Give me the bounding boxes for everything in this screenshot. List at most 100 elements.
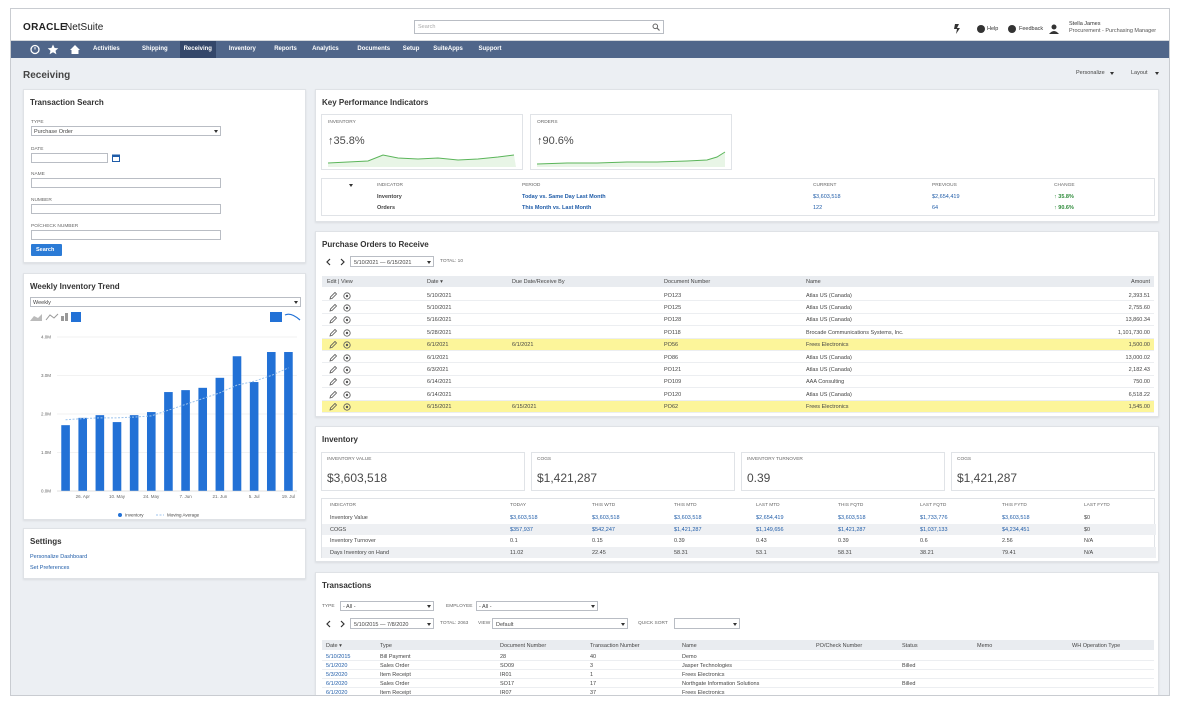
edit-view-icons[interactable]: [328, 377, 358, 387]
filter-label: TYPE: [322, 604, 335, 609]
pager-arrows[interactable]: [324, 257, 354, 267]
dropdown-caret: [591, 605, 595, 608]
edit-view-icons[interactable]: [328, 365, 358, 375]
icon-area: [30, 314, 42, 321]
view-icon: [343, 329, 351, 337]
table-cell[interactable]: 5/3/2020: [326, 672, 348, 678]
nav-item[interactable]: Support: [478, 46, 502, 52]
table-row: [322, 400, 1154, 413]
table-cell[interactable]: 5/10/2015: [326, 654, 351, 660]
nav-item[interactable]: Setup: [402, 46, 420, 52]
feedback-link[interactable]: Feedback: [1019, 26, 1044, 32]
edit-view-icons[interactable]: [328, 340, 358, 350]
edit-icon: [329, 403, 338, 411]
edit-view-icons[interactable]: [328, 315, 358, 325]
chart-type-icons[interactable]: [24, 310, 306, 324]
bar: [112, 422, 122, 491]
field-input[interactable]: Purchase Order: [31, 126, 221, 136]
table-cell[interactable]: 5/1/2020: [326, 663, 348, 669]
field-input[interactable]: [31, 204, 221, 214]
settings-link[interactable]: Personalize Dashboard: [30, 554, 88, 560]
table-cell: 3: [590, 663, 594, 669]
table-cell: 2,393.51: [1128, 292, 1150, 299]
table-cell: LAST MTD: [756, 503, 780, 508]
field-input[interactable]: [31, 153, 108, 163]
search-button[interactable]: Search: [31, 244, 62, 256]
layout-menu[interactable]: Layout: [1131, 70, 1148, 76]
user-name[interactable]: Stella James: [1069, 21, 1101, 27]
y-tick-label: 2.0M: [41, 412, 51, 417]
table-cell: Northgate Information Solutions: [682, 681, 760, 687]
table-cell: 53.1: [756, 549, 767, 556]
table-cell: 122: [813, 205, 823, 211]
table-header-bg: [322, 276, 1154, 287]
table-cell: Inventory Value: [330, 515, 368, 521]
table-cell: Orders: [377, 205, 396, 211]
view-icon-pupil: [345, 393, 349, 396]
field-input[interactable]: [31, 178, 221, 188]
nav-item[interactable]: Shipping: [142, 46, 168, 52]
button-label: Search: [36, 247, 55, 253]
table-cell: PO118: [664, 329, 681, 336]
nav-item[interactable]: Reports: [274, 46, 297, 52]
card-label: INVENTORY TURNOVER: [747, 457, 803, 462]
period-select[interactable]: Weekly: [30, 297, 301, 307]
icon-line: [45, 313, 59, 321]
table-cell: Status: [902, 642, 918, 649]
table-cell: 6/15/2021: [512, 404, 537, 411]
table-cell[interactable]: 6/1/2020: [326, 690, 348, 696]
inventory-card: COGS $1,421,287: [951, 452, 1155, 491]
kpi-portlet: Key Performance Indicators INVENTORY ↑35.8…: [315, 89, 1159, 222]
edit-view-icons[interactable]: [328, 291, 358, 301]
card-value: $1,421,287: [537, 471, 598, 485]
edit-view-icons[interactable]: [328, 390, 358, 400]
bar: [78, 417, 88, 491]
global-search[interactable]: Search: [414, 20, 664, 34]
nav-item[interactable]: Inventory: [228, 46, 256, 52]
table-cell[interactable]: 6/1/2020: [326, 681, 348, 687]
pager-arrows[interactable]: [324, 619, 354, 629]
user-role[interactable]: Procurement - Purchasing Manager: [1069, 28, 1157, 34]
table-cell: Billed: [902, 681, 916, 687]
table-cell: 6/1/2021: [427, 354, 449, 361]
field-input[interactable]: [31, 230, 221, 240]
view-select[interactable]: Default: [492, 618, 628, 629]
table-cell: THIS MTD: [674, 503, 697, 508]
edit-view-icons[interactable]: [328, 328, 358, 338]
portlet-title: Weekly Inventory Trend: [30, 282, 120, 291]
table-row: [322, 652, 1154, 661]
nav-item[interactable]: Activities: [93, 46, 120, 52]
table-cell: Atlas US (Canada): [806, 354, 852, 361]
nav-item[interactable]: SuiteApps: [433, 46, 463, 52]
table-cell: ↑ 90.6%: [1054, 205, 1074, 211]
personalize-menu[interactable]: Personalize: [1076, 70, 1105, 76]
card-label: COGS: [957, 457, 972, 462]
table-cell: 2,182.43: [1128, 366, 1150, 373]
settings-link[interactable]: Set Preferences: [30, 565, 70, 571]
nav-item[interactable]: Receiving: [179, 41, 216, 58]
table-cell: Document Number: [500, 642, 547, 649]
date-range-select[interactable]: 5/10/2015 — 7/8/2020: [350, 618, 434, 629]
table-cell: TODAY: [510, 503, 527, 508]
help-link[interactable]: Help: [987, 26, 999, 32]
table-cell: 0.15: [592, 538, 603, 544]
table-cell: Today vs. Same Day Last Month: [522, 194, 606, 200]
view-icon: [343, 341, 351, 349]
table-cell: $1,037,133: [920, 526, 948, 533]
date-range-select[interactable]: 5/10/2021 — 6/15/2021: [350, 256, 434, 267]
edit-view-icons[interactable]: [328, 353, 358, 363]
view-icon: [343, 304, 351, 312]
table-cell: 1,545.00: [1128, 404, 1150, 411]
type-select[interactable]: - All -: [340, 601, 434, 611]
edit-view-icons[interactable]: [328, 303, 358, 313]
edit-view-icons[interactable]: [328, 402, 358, 412]
nav-item[interactable]: Documents: [357, 46, 391, 52]
card-value: $3,603,518: [327, 471, 388, 485]
table-cell: 13,860.34: [1125, 317, 1150, 324]
quick-sort-select[interactable]: [674, 618, 740, 629]
nav-item[interactable]: Analytics: [312, 46, 339, 52]
calendar-icon[interactable]: [112, 154, 120, 162]
legend-label: Moving Average: [167, 513, 200, 518]
employee-select[interactable]: - All -: [476, 601, 598, 611]
page-title: Receiving: [23, 70, 71, 81]
